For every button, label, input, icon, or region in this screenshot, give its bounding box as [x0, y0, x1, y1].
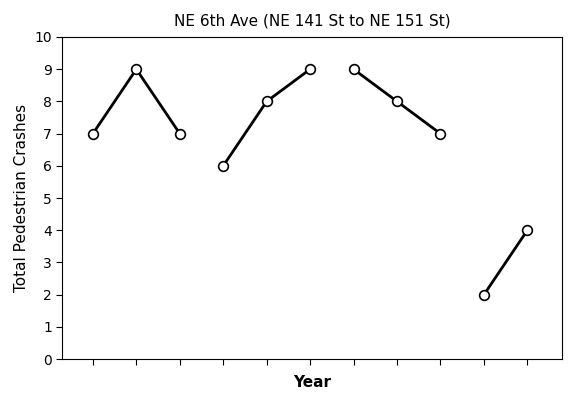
- Title: NE 6th Ave (NE 141 St to NE 151 St): NE 6th Ave (NE 141 St to NE 151 St): [174, 14, 450, 29]
- X-axis label: Year: Year: [293, 375, 331, 390]
- Y-axis label: Total Pedestrian Crashes: Total Pedestrian Crashes: [14, 104, 29, 292]
